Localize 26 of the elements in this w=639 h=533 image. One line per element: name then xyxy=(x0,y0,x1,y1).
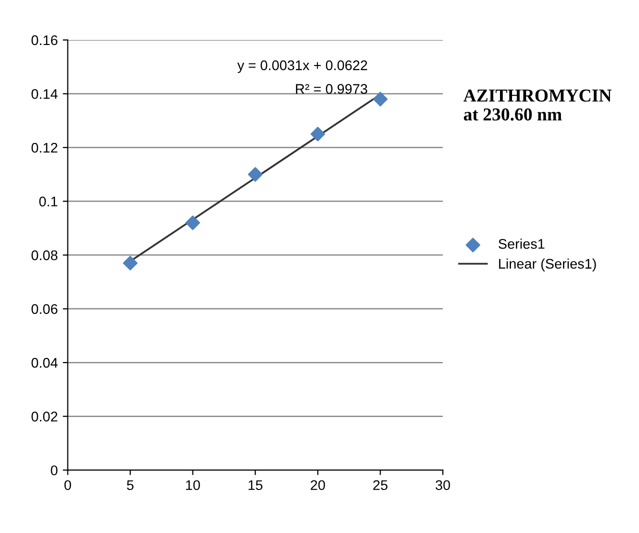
point xyxy=(373,92,388,106)
x-tick-label: 20 xyxy=(310,480,325,490)
x-tick-label: 25 xyxy=(373,480,388,490)
y-tick-label: 0.12 xyxy=(32,142,58,153)
x-tick-label: 30 xyxy=(436,480,450,490)
x-tick-label: 15 xyxy=(248,480,262,490)
annotation: R² = 0.9973 xyxy=(296,84,368,94)
y-tick-label: 0.04 xyxy=(32,358,58,368)
y-tick-label: 0.06 xyxy=(32,304,58,314)
point xyxy=(122,256,138,270)
legend-label: Linear (Series1) xyxy=(499,258,596,272)
y-tick-label: 0 xyxy=(50,465,58,476)
y-tick-label: 0.02 xyxy=(32,412,58,422)
x-tick-label: 10 xyxy=(186,480,200,490)
text: AZITHROMYCIN at 230.60 nm xyxy=(463,90,612,121)
y-tick-label: 0.16 xyxy=(32,35,58,46)
x-tick-label: 0 xyxy=(64,480,72,490)
y-tick-label: 0.08 xyxy=(32,250,58,260)
y-tick-label: 0.1 xyxy=(39,196,58,206)
y-tick-label: 0.14 xyxy=(32,89,58,99)
point xyxy=(185,215,200,230)
annotation: y = 0.0031x + 0.0622 xyxy=(237,60,368,73)
legend-label: Series1 xyxy=(498,238,544,249)
point xyxy=(310,126,326,142)
point xyxy=(248,167,263,182)
x-tick-label: 5 xyxy=(126,480,134,490)
